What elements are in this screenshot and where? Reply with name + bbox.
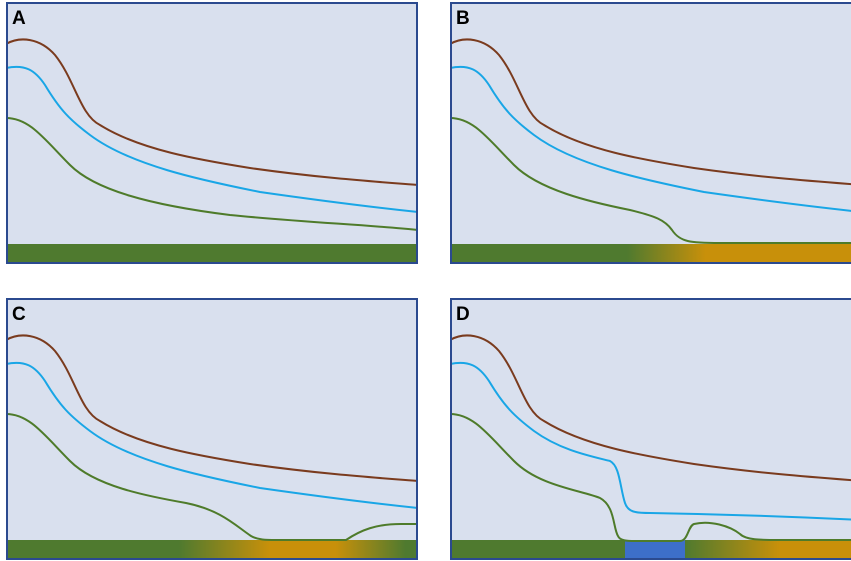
brown-curve: [6, 334, 418, 482]
blue-curve: [450, 65, 851, 212]
ground-strip: [450, 244, 851, 264]
blue-curve: [450, 361, 851, 521]
panel-label: A: [12, 8, 26, 29]
green-curve: [6, 413, 418, 541]
panel-b: B: [450, 2, 851, 264]
water-strip: [625, 540, 685, 560]
green-curve: [450, 413, 851, 542]
brown-curve: [6, 38, 418, 186]
panel-a: A: [6, 2, 418, 264]
green-curve: [6, 117, 418, 231]
panel-c: C: [6, 298, 418, 560]
panel-label: D: [456, 304, 470, 325]
blue-curve: [6, 361, 418, 509]
ground-strip: [6, 540, 418, 560]
brown-curve: [450, 38, 851, 186]
ground-strip: [6, 244, 418, 264]
panel-label: C: [12, 304, 26, 325]
green-curve: [450, 117, 851, 244]
blue-curve: [6, 65, 418, 213]
panel-d: D: [450, 298, 851, 560]
panel-label: B: [456, 8, 470, 29]
brown-curve: [450, 334, 851, 482]
